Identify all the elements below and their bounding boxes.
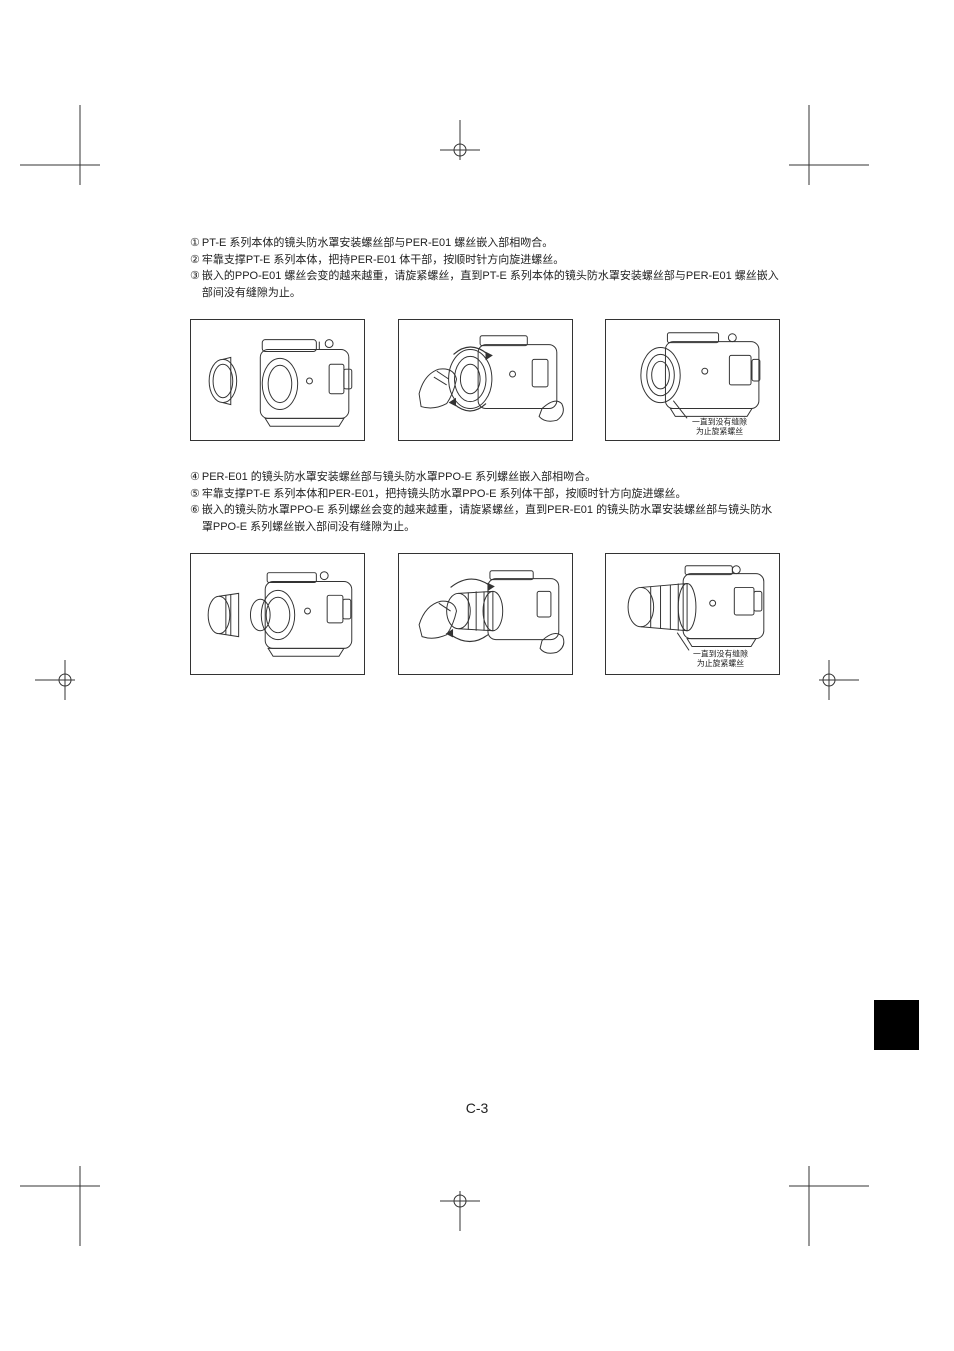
step-text-3: 嵌入的PPO-E01 螺丝会变的越来越重，请旋紧螺丝，直到PT-E 系列本体的镜… bbox=[202, 268, 780, 301]
step-number-1: ① bbox=[190, 235, 200, 252]
crop-mark-tr bbox=[769, 105, 869, 205]
image-row-1: 一直到没有缝隙 为止旋紧螺丝 bbox=[190, 319, 780, 441]
diagram-1 bbox=[190, 319, 365, 441]
callout-line1: 一直到没有缝隙 bbox=[692, 416, 747, 426]
diagram-4 bbox=[190, 553, 365, 675]
page-content: ① PT-E 系列本体的镜头防水罩安装螺丝部与PER-E01 螺丝嵌入部相吻合。… bbox=[190, 235, 780, 703]
diagram-2 bbox=[398, 319, 573, 441]
step-text-6: 嵌入的镜头防水罩PPO-E 系列螺丝会变的越来越重，请旋紧螺丝，直到PER-E0… bbox=[202, 502, 780, 535]
page-number: C-3 bbox=[466, 1100, 489, 1116]
callout-line1b: 一直到没有缝隙 bbox=[693, 648, 748, 658]
reg-mark-top bbox=[440, 120, 480, 160]
step-number-3: ③ bbox=[190, 268, 200, 285]
step-number-2: ② bbox=[190, 252, 200, 269]
step-number-4: ④ bbox=[190, 469, 200, 486]
crop-mark-bl bbox=[20, 1146, 120, 1246]
step-number-6: ⑥ bbox=[190, 502, 200, 519]
crop-mark-tl bbox=[20, 105, 120, 205]
reg-mark-bottom bbox=[440, 1191, 480, 1231]
diagram-6: 一直到没有缝隙 为止旋紧螺丝 bbox=[605, 553, 780, 675]
step-text-5: 牢靠支撑PT-E 系列本体和PER-E01，把持镜头防水罩PPO-E 系列体干部… bbox=[202, 486, 687, 503]
crop-mark-br bbox=[769, 1146, 869, 1246]
diagram-5 bbox=[398, 553, 573, 675]
callout-line2b: 为止旋紧螺丝 bbox=[697, 658, 744, 668]
step-text-4: PER-E01 的镜头防水罩安装螺丝部与镜头防水罩PPO-E 系列螺丝嵌入部相吻… bbox=[202, 469, 596, 486]
diagram-3: 一直到没有缝隙 为止旋紧螺丝 bbox=[605, 319, 780, 441]
instructions-block-1: ① PT-E 系列本体的镜头防水罩安装螺丝部与PER-E01 螺丝嵌入部相吻合。… bbox=[190, 235, 780, 301]
image-row-2: 一直到没有缝隙 为止旋紧螺丝 bbox=[190, 553, 780, 675]
side-tab bbox=[874, 1000, 919, 1050]
instructions-block-2: ④ PER-E01 的镜头防水罩安装螺丝部与镜头防水罩PPO-E 系列螺丝嵌入部… bbox=[190, 469, 780, 535]
step-text-2: 牢靠支撑PT-E 系列本体，把持PER-E01 体干部，按顺时针方向旋进螺丝。 bbox=[202, 252, 564, 269]
reg-mark-right bbox=[819, 660, 859, 700]
step-number-5: ⑤ bbox=[190, 486, 200, 503]
callout-line2: 为止旋紧螺丝 bbox=[696, 426, 743, 436]
reg-mark-left bbox=[35, 660, 75, 700]
step-text-1: PT-E 系列本体的镜头防水罩安装螺丝部与PER-E01 螺丝嵌入部相吻合。 bbox=[202, 235, 553, 252]
